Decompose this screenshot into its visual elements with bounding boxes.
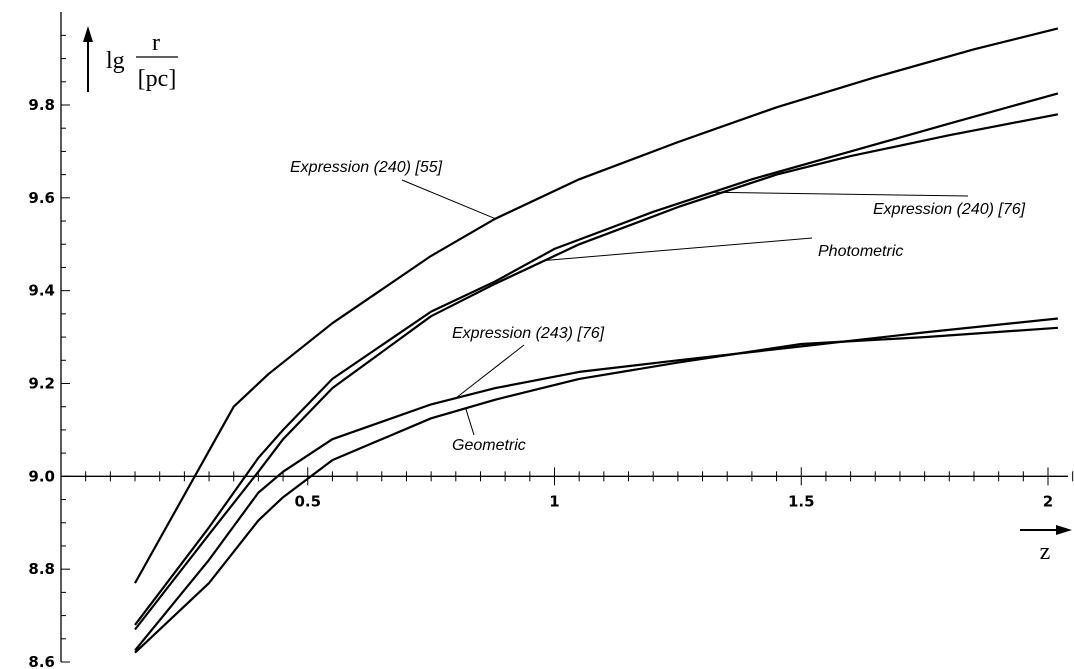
y-axis-label: lg r [pc] [83,26,178,92]
annotation-expression-240-55: Expression (240) [55] [290,159,443,176]
x-axis-label-text: z [1040,539,1051,565]
annotation-expression-243-76: Expression (243) [76] [452,325,605,342]
y-tick-label: 8.6 [28,653,55,669]
x-axis-label-arrowhead [1056,525,1072,535]
series-line-expression-243-76 [134,317,1059,652]
x-tick-label: 2 [1043,492,1053,510]
y-tick-label: 9.8 [28,96,55,114]
series-line-geometric [134,326,1058,654]
annotation-expression-240-55-leader [401,179,496,220]
y-axis-label-denominator: [pc] [138,66,177,92]
y-axis-label-arrowhead [83,26,93,42]
y-tick-label: 9.6 [28,189,55,207]
y-axis-label-prefix: lg [106,48,125,74]
y-tick-label: 9.4 [28,282,55,300]
ticks: 8.6 8.8 9.0 9.2 9.4 9.6 9.8 0.5 1 1.5 2 [28,34,1074,669]
annotation-photometric: Photometric [818,243,903,260]
x-tick-label: 0.5 [294,492,321,510]
annotation-expression-240-76-leader [712,191,969,197]
series-line-photometric [134,113,1059,631]
series-line-expression-240-55 [134,27,1059,584]
series-line-expression-240-76 [134,92,1059,626]
annotation-expression-240-76: Expression (240) [76] [873,201,1026,218]
annotation-expression-243-76-leader [455,344,525,399]
x-tick-label: 1.5 [788,492,815,510]
annotation-geometric-leader [465,408,475,436]
x-tick-label: 1 [549,492,559,510]
y-tick-label: 8.8 [28,560,55,578]
annotation-photometric-leader [544,237,813,261]
annotations: Expression (240) [55] Expression (240) [7… [290,159,1026,454]
y-axis-label-numerator: r [152,30,160,56]
x-axis-label: z [1020,525,1072,565]
y-tick-label: 9.2 [28,375,55,393]
y-tick-label: 9.0 [28,467,55,485]
annotation-geometric: Geometric [452,437,526,454]
series-lines [134,27,1059,654]
